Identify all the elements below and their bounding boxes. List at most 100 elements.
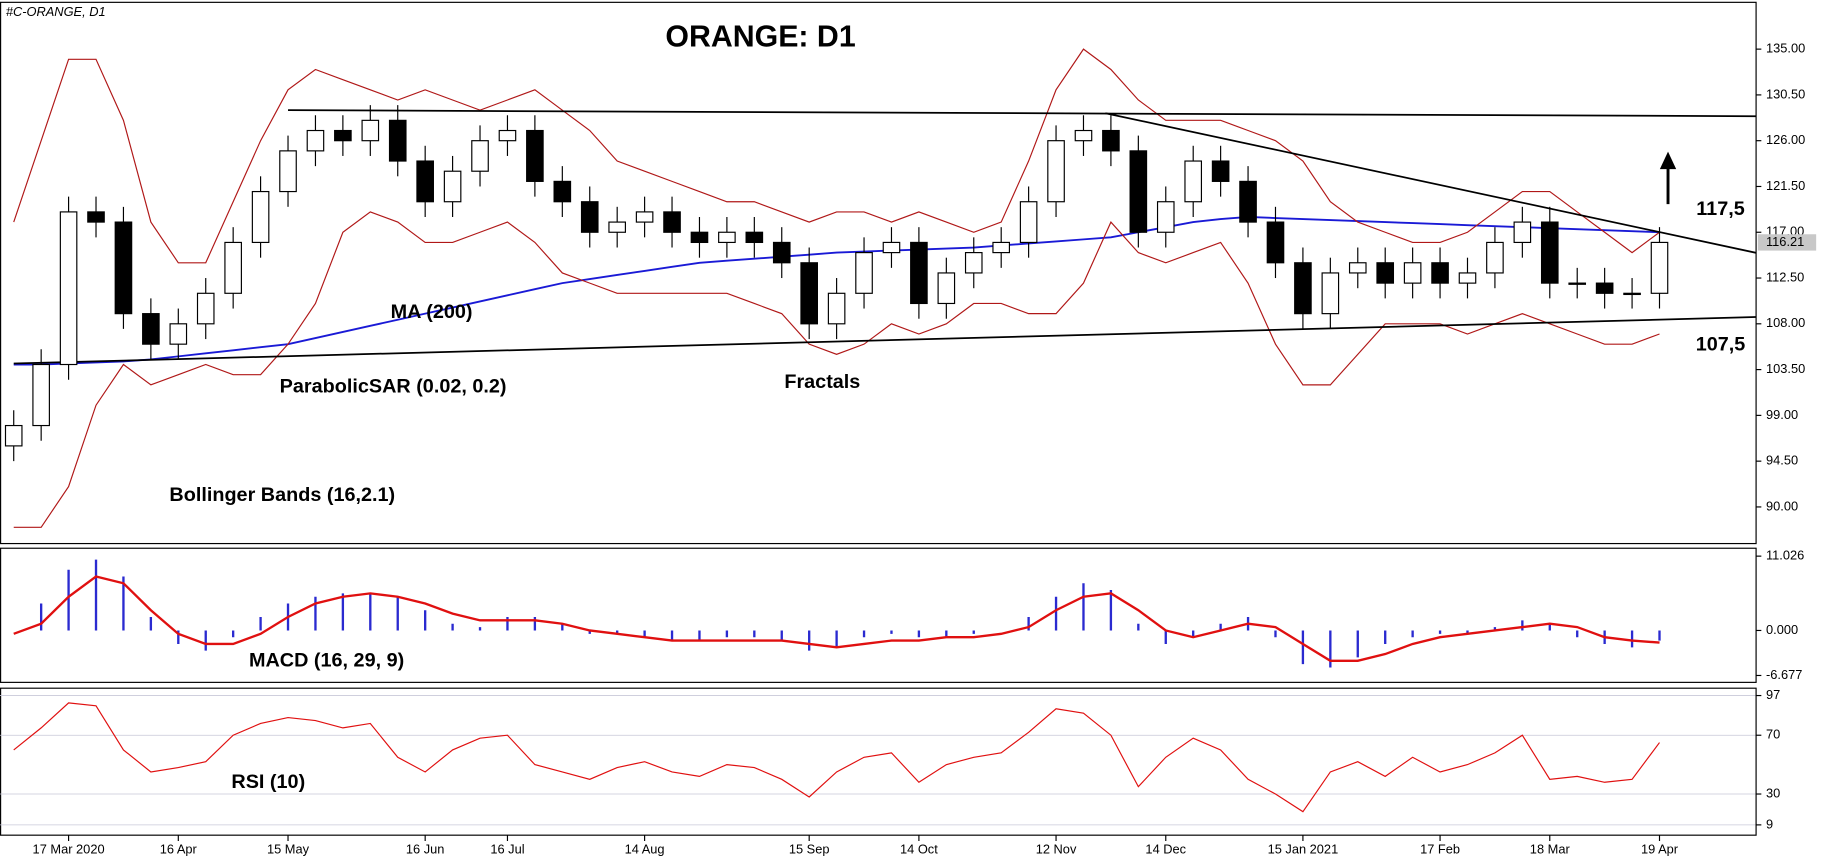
candle-body [937,272,956,305]
candle-body [800,262,818,325]
x-tick-label: 16 Jun [406,842,445,857]
candle-body [59,211,78,366]
y-tick-label: 70 [1766,727,1780,742]
candle-body [443,170,462,203]
chart-title: ORANGE: D1 [665,21,855,54]
y-tick-label: 108.00 [1766,315,1805,330]
candle-body [855,252,873,294]
candle-body [114,221,133,315]
x-tick-label: 18 Mar [1530,842,1571,857]
symbol-label: #C-ORANGE, D1 [6,4,106,19]
candle-body [1266,221,1285,264]
rsi-label: RSI (10) [231,771,305,793]
candle-body [1403,262,1422,284]
x-tick-label: 17 Mar 2020 [33,842,105,857]
trend-line [1105,112,1756,254]
candle-body [772,241,791,264]
y-tick-label: 9 [1766,816,1773,831]
y-tick-label: 130.50 [1766,86,1805,101]
candle-body [718,231,736,244]
price-label-box [1757,234,1817,251]
x-tick-label: 19 Apr [1641,842,1679,857]
candle-body [1486,241,1504,274]
candle-body [416,160,434,203]
y-tick-label: 103.50 [1766,361,1805,376]
x-tick-label: 12 Nov [1036,842,1077,857]
candle-body [142,313,160,345]
candle-body [1156,201,1175,233]
candle-body [745,231,764,244]
y-tick-label: 0.000 [1766,622,1798,637]
candle-body [1047,140,1065,203]
candle-body [1595,282,1614,294]
y-tick-label: 121.50 [1766,178,1805,193]
candle-body [471,140,489,172]
candle-body [279,150,297,193]
candle-body [32,363,50,427]
y-tick-label: 30 [1766,785,1780,800]
x-tick-label: 15 Jan 2021 [1268,842,1339,857]
candle-body [306,129,325,152]
candle-body [526,129,544,182]
candle-body [1376,262,1395,284]
candle-body [1184,160,1203,203]
candle-body [334,129,352,142]
candle-body [882,241,901,254]
sar-label: ParabolicSAR (0.02, 0.2) [280,375,507,397]
candle-body [388,119,407,162]
fractals-label: Fractals [784,371,860,393]
candle-body [635,211,654,223]
candle-body [1431,262,1449,284]
candle-body [1623,292,1641,296]
y-tick-label: 94.50 [1766,453,1798,468]
rsi-line [13,702,1660,813]
candle-body [1019,201,1038,244]
x-tick-label: 16 Jul [490,842,524,857]
candle-body [1294,262,1312,315]
x-tick-label: 17 Feb [1420,842,1460,857]
bollinger-label: Bollinger Bands (16,2.1) [169,484,395,506]
x-tick-label: 14 Oct [900,842,938,857]
y-tick-label: 11.026 [1766,548,1804,563]
y-tick-label: 112.50 [1766,269,1804,284]
level-label: 117,5 [1696,198,1745,220]
y-tick-label: -6.677 [1766,667,1802,682]
up-arrow-head [1659,151,1677,170]
ma-label: MA (200) [391,301,473,323]
candle-body [964,252,983,274]
x-tick-label: 15 Sep [789,842,830,857]
candle-body [196,292,215,325]
bollinger-lower [13,211,1660,528]
x-tick-label: 15 May [267,842,310,857]
candle-body [1321,272,1340,315]
candle-body [608,221,626,233]
trend-line [13,316,1756,365]
candle-body [1211,160,1230,182]
candle-body [1074,129,1093,142]
candle-body [87,211,105,223]
bollinger-upper [13,48,1660,264]
candle-body [690,231,709,244]
candle-body [1540,221,1559,284]
macd-signal [13,575,1660,662]
candle-body [251,190,270,244]
y-tick-label: 90.00 [1766,498,1798,513]
candle-body [1650,241,1669,294]
x-tick-label: 14 Aug [625,842,665,857]
rsi-plot [0,695,1756,826]
candle-body [361,119,380,142]
x-tick-label: 16 Apr [160,842,198,857]
y-tick-label: 126.00 [1766,132,1805,147]
candle-body [1458,272,1477,284]
candle-body [4,424,23,447]
main-plot [4,48,1756,528]
price-label: 116.21 [1766,234,1804,249]
x-tick-label: 14 Dec [1145,842,1186,857]
trend-line [288,109,1756,118]
candle-body [498,129,517,142]
candle-body [827,292,846,325]
level-label: 107,5 [1696,333,1746,355]
rsi-panel [0,687,1757,836]
y-tick-label: 135.00 [1766,41,1805,56]
